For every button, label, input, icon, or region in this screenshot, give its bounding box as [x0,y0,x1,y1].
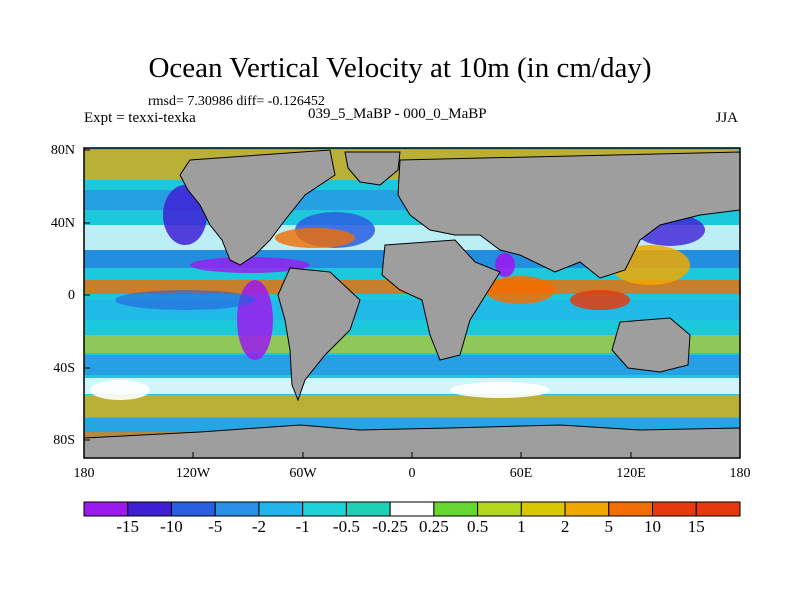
y-tick-80n: 80N [50,143,75,158]
central-america-low [190,257,310,273]
colorbar-label: 0.25 [418,517,449,536]
eurasia [397,151,740,279]
stats-line: rmsd= 7.30986 diff= -0.126452 [148,94,325,109]
southern-white-a [90,380,150,400]
antarctica [84,424,740,458]
colorbar-box [214,501,260,517]
south-pacific-low [115,290,255,310]
southern-band-b [84,378,740,394]
colorbar-label: -15 [116,517,140,536]
south-america [277,267,361,402]
southern-band-a [84,355,740,375]
greenland [344,151,401,186]
axis-ticks [83,149,741,458]
colorbar-label: -0.5 [332,517,360,536]
y-tick-40s: 40S [53,361,75,376]
colorbar-box [695,501,741,517]
colorbar-box [302,501,347,517]
map-panel [84,148,740,458]
colorbar-box [520,501,566,517]
colorbar-label: -5 [208,517,223,536]
colorbar-label: 2 [560,517,570,536]
atlantic-high-ridge [275,228,355,248]
colorbar-label: -2 [251,517,267,536]
comparison-label: 039_5_MaBP - 000_0_MaBP [308,106,487,122]
x-tick-0: 0 [408,466,416,481]
australia [611,317,691,373]
southern-white-b [450,382,550,398]
x-tick-180w: 180 [73,466,95,481]
y-tick-0: 0 [68,288,75,303]
indian-ocean-high [485,276,555,304]
colorbar-box [608,501,654,517]
map-title: Ocean Vertical Velocity at 10m (in cm/da… [148,52,652,84]
colorbar-box [127,501,172,517]
colorbar-box [258,501,304,517]
colorbar-box [389,501,435,517]
colorbar-label: 5 [604,517,614,536]
season-label: JJA [715,110,738,126]
arabian-low [495,253,515,277]
colorbar-label: -10 [160,517,183,536]
y-tick-80s: 80S [53,433,75,448]
north-america [179,149,336,266]
y-tick-40n: 40N [50,216,75,231]
x-tick-60e: 60E [509,466,533,481]
colorbar-label: 15 [687,517,705,536]
colorbar-label: 10 [644,517,662,536]
x-tick-120w: 120W [175,466,211,481]
colorbar-label: -0.25 [372,517,408,536]
southern-band-c [84,395,740,417]
colorbar [83,501,741,517]
colorbar-box [83,501,129,517]
x-tick-180e: 180 [729,466,751,481]
colorbar-box [564,501,610,517]
colorbar-box [477,501,522,517]
peru-upwelling [237,280,273,360]
colorbar-label: -1 [295,517,310,536]
africa [381,239,501,361]
x-tick-60w: 60W [289,466,317,481]
colorbar-box [170,501,216,517]
colorbar-label: 0.5 [466,517,489,536]
colorbar-label: 1 [517,517,526,536]
maritime-continent-high [570,290,630,310]
x-tick-120e: 120E [616,466,646,481]
colorbar-box [433,501,479,517]
land-mask [84,149,740,458]
colorbar-box [652,501,697,517]
colorbar-box [345,501,391,517]
experiment-label: Expt = texxi-texka [84,110,196,126]
